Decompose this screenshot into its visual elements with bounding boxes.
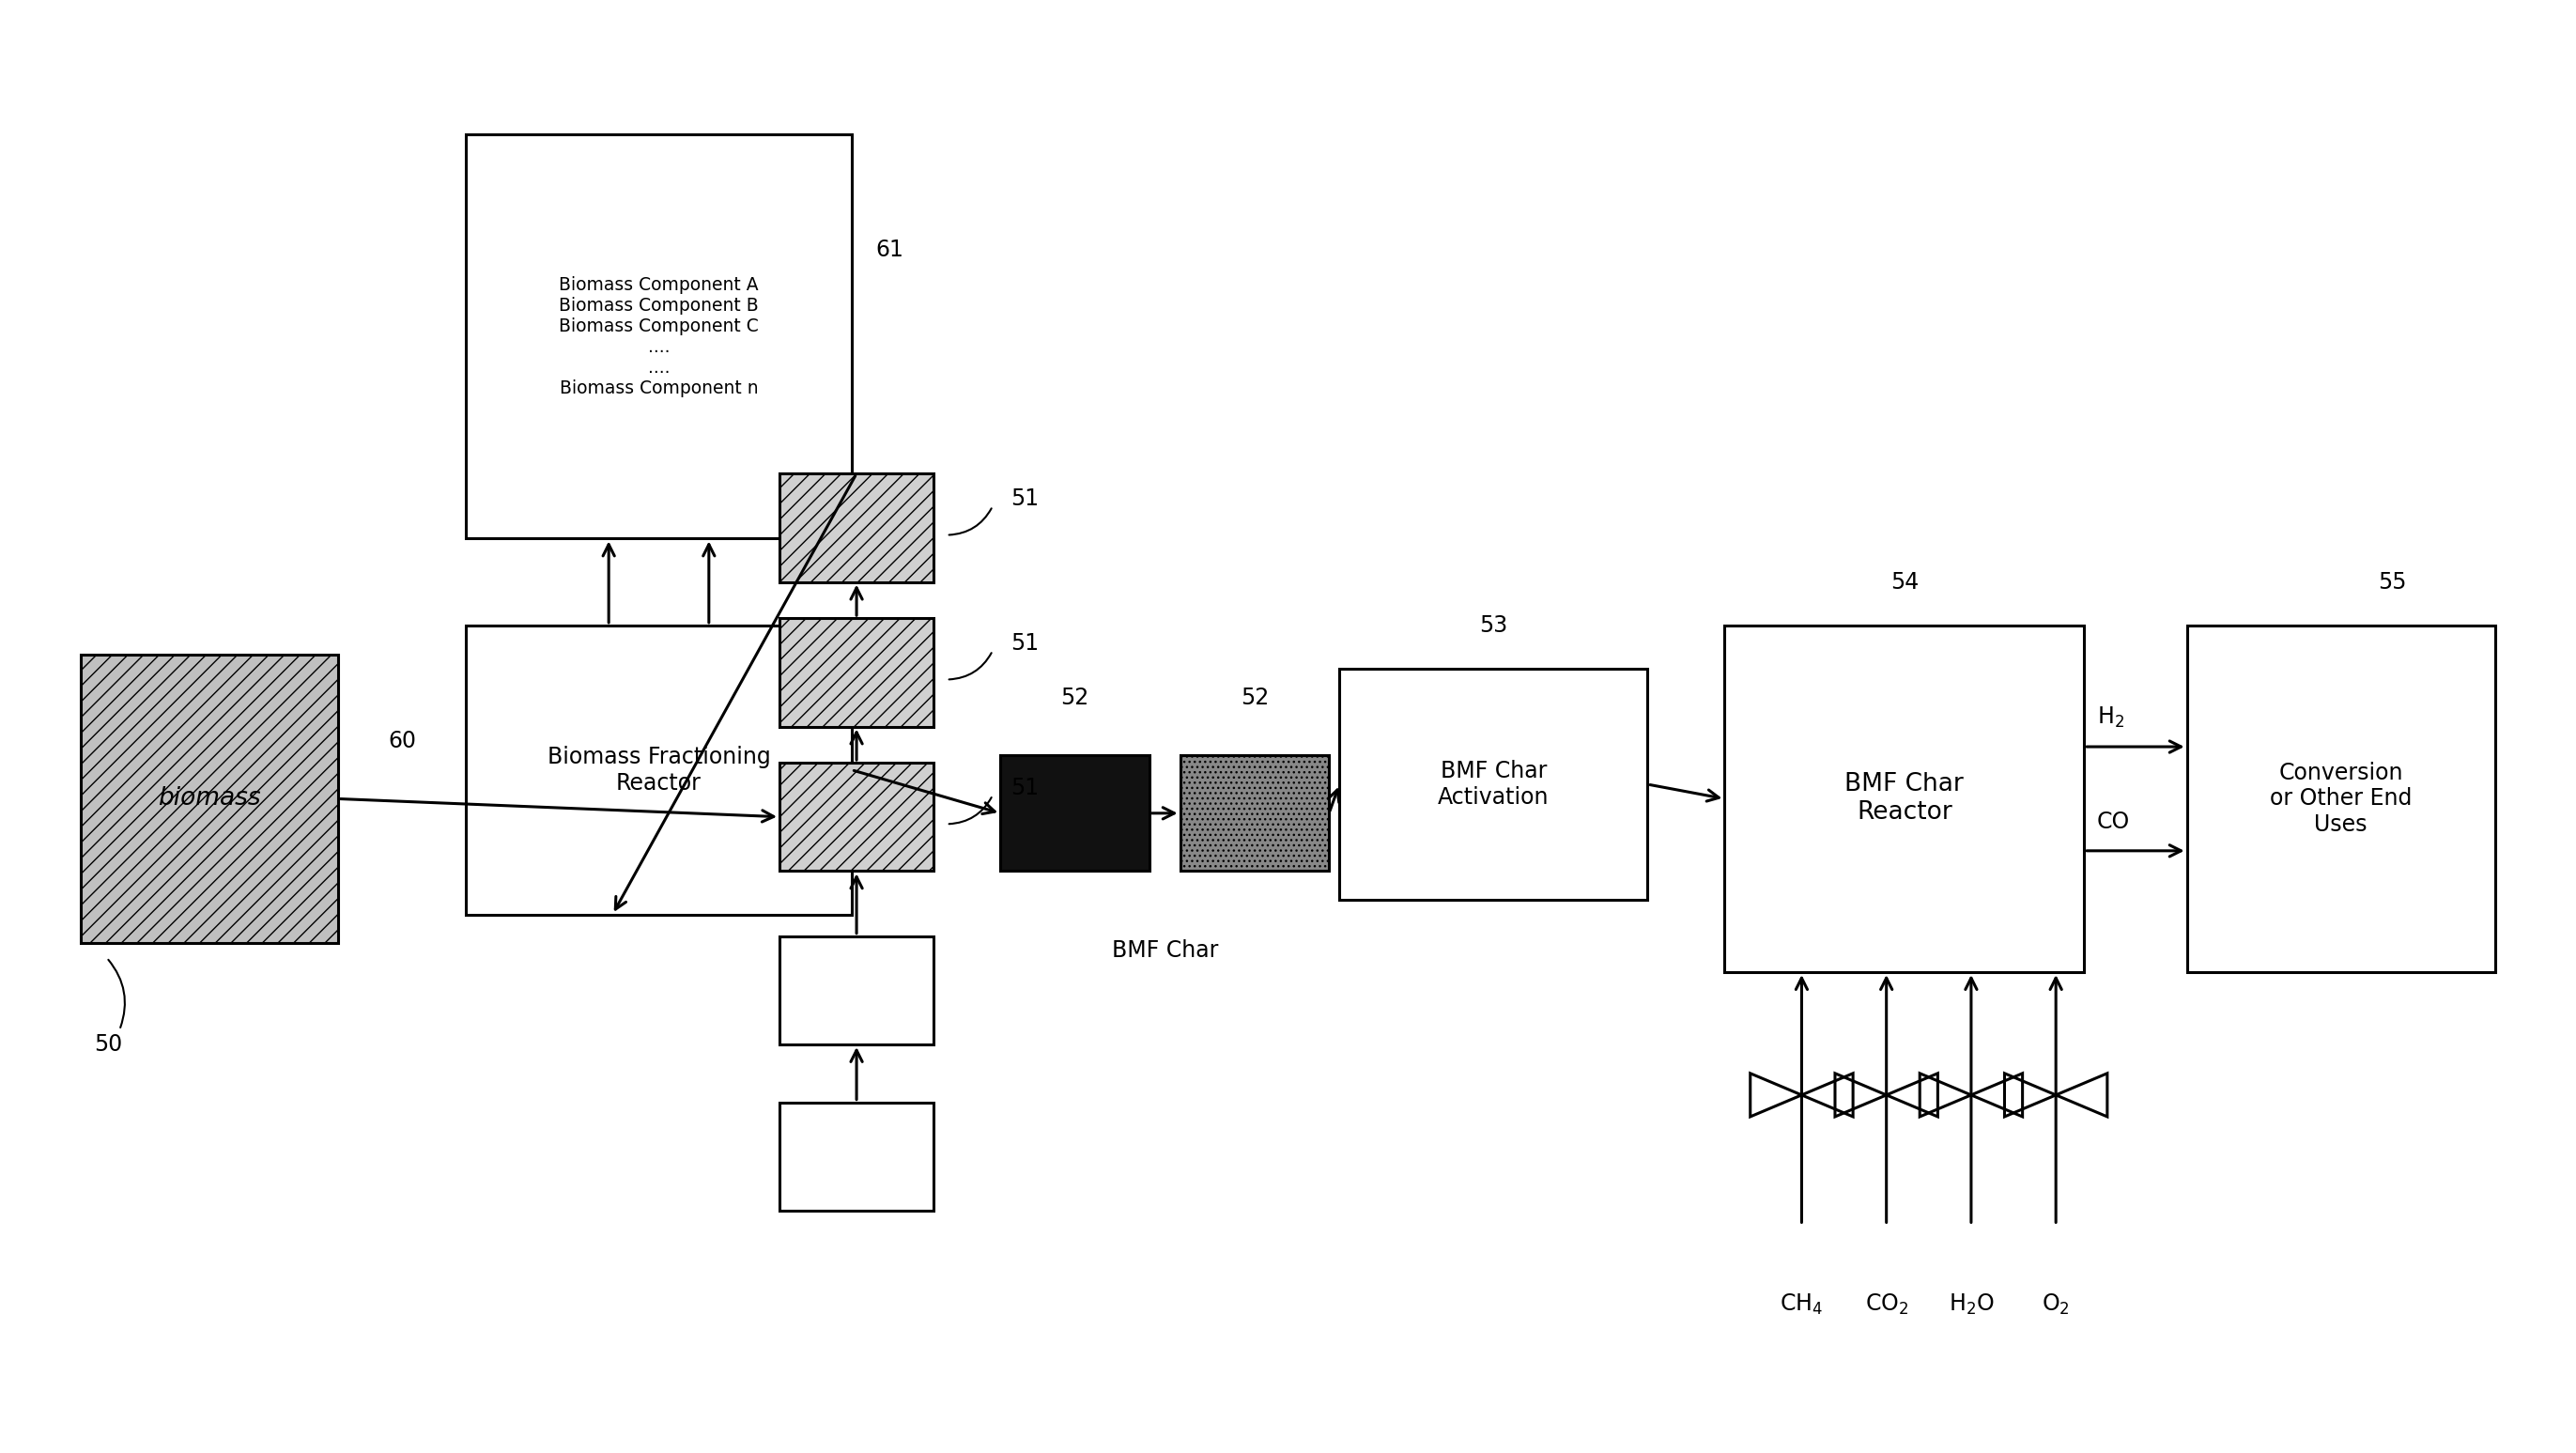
Text: 60: 60 (389, 729, 417, 753)
Text: Conversion
or Other End
Uses: Conversion or Other End Uses (2269, 761, 2411, 835)
Text: H$_2$: H$_2$ (2097, 706, 2125, 731)
Text: 55: 55 (2378, 571, 2406, 593)
Text: 52: 52 (1242, 686, 1270, 709)
Text: 51: 51 (1010, 777, 1038, 799)
Bar (781, 474, 933, 583)
Text: H$_2$O: H$_2$O (1947, 1292, 1994, 1316)
Bar (999, 756, 1149, 870)
Text: 61: 61 (876, 238, 904, 262)
Text: CO: CO (2097, 811, 2130, 833)
Bar (80, 654, 337, 943)
Text: 51: 51 (1010, 632, 1038, 655)
Bar (781, 618, 933, 726)
Text: O$_2$: O$_2$ (2043, 1292, 2071, 1316)
Text: 52: 52 (1061, 686, 1090, 709)
Bar (781, 936, 933, 1045)
Bar (1180, 756, 1329, 870)
Text: Biomass Fractioning
Reactor: Biomass Fractioning Reactor (546, 745, 770, 795)
Text: Biomass Component A
Biomass Component B
Biomass Component C
....
....
Biomass Co: Biomass Component A Biomass Component B … (559, 276, 760, 397)
Text: BMF Char: BMF Char (1110, 939, 1218, 962)
Text: CH$_4$: CH$_4$ (1780, 1292, 1824, 1316)
Bar (1340, 668, 1649, 899)
Text: 51: 51 (1010, 488, 1038, 510)
Bar (466, 134, 853, 539)
Text: 54: 54 (1891, 571, 1919, 593)
Bar (781, 763, 933, 870)
Bar (781, 1103, 933, 1210)
Text: biomass: biomass (157, 786, 260, 811)
Text: 53: 53 (1479, 615, 1507, 636)
Text: BMF Char
Activation: BMF Char Activation (1437, 760, 1548, 809)
Bar (2187, 625, 2496, 972)
Text: 50: 50 (93, 1033, 121, 1056)
Bar (1723, 625, 2084, 972)
Text: BMF Char
Reactor: BMF Char Reactor (1844, 773, 1963, 825)
Text: CO$_2$: CO$_2$ (1865, 1292, 1909, 1316)
Bar (466, 625, 853, 914)
